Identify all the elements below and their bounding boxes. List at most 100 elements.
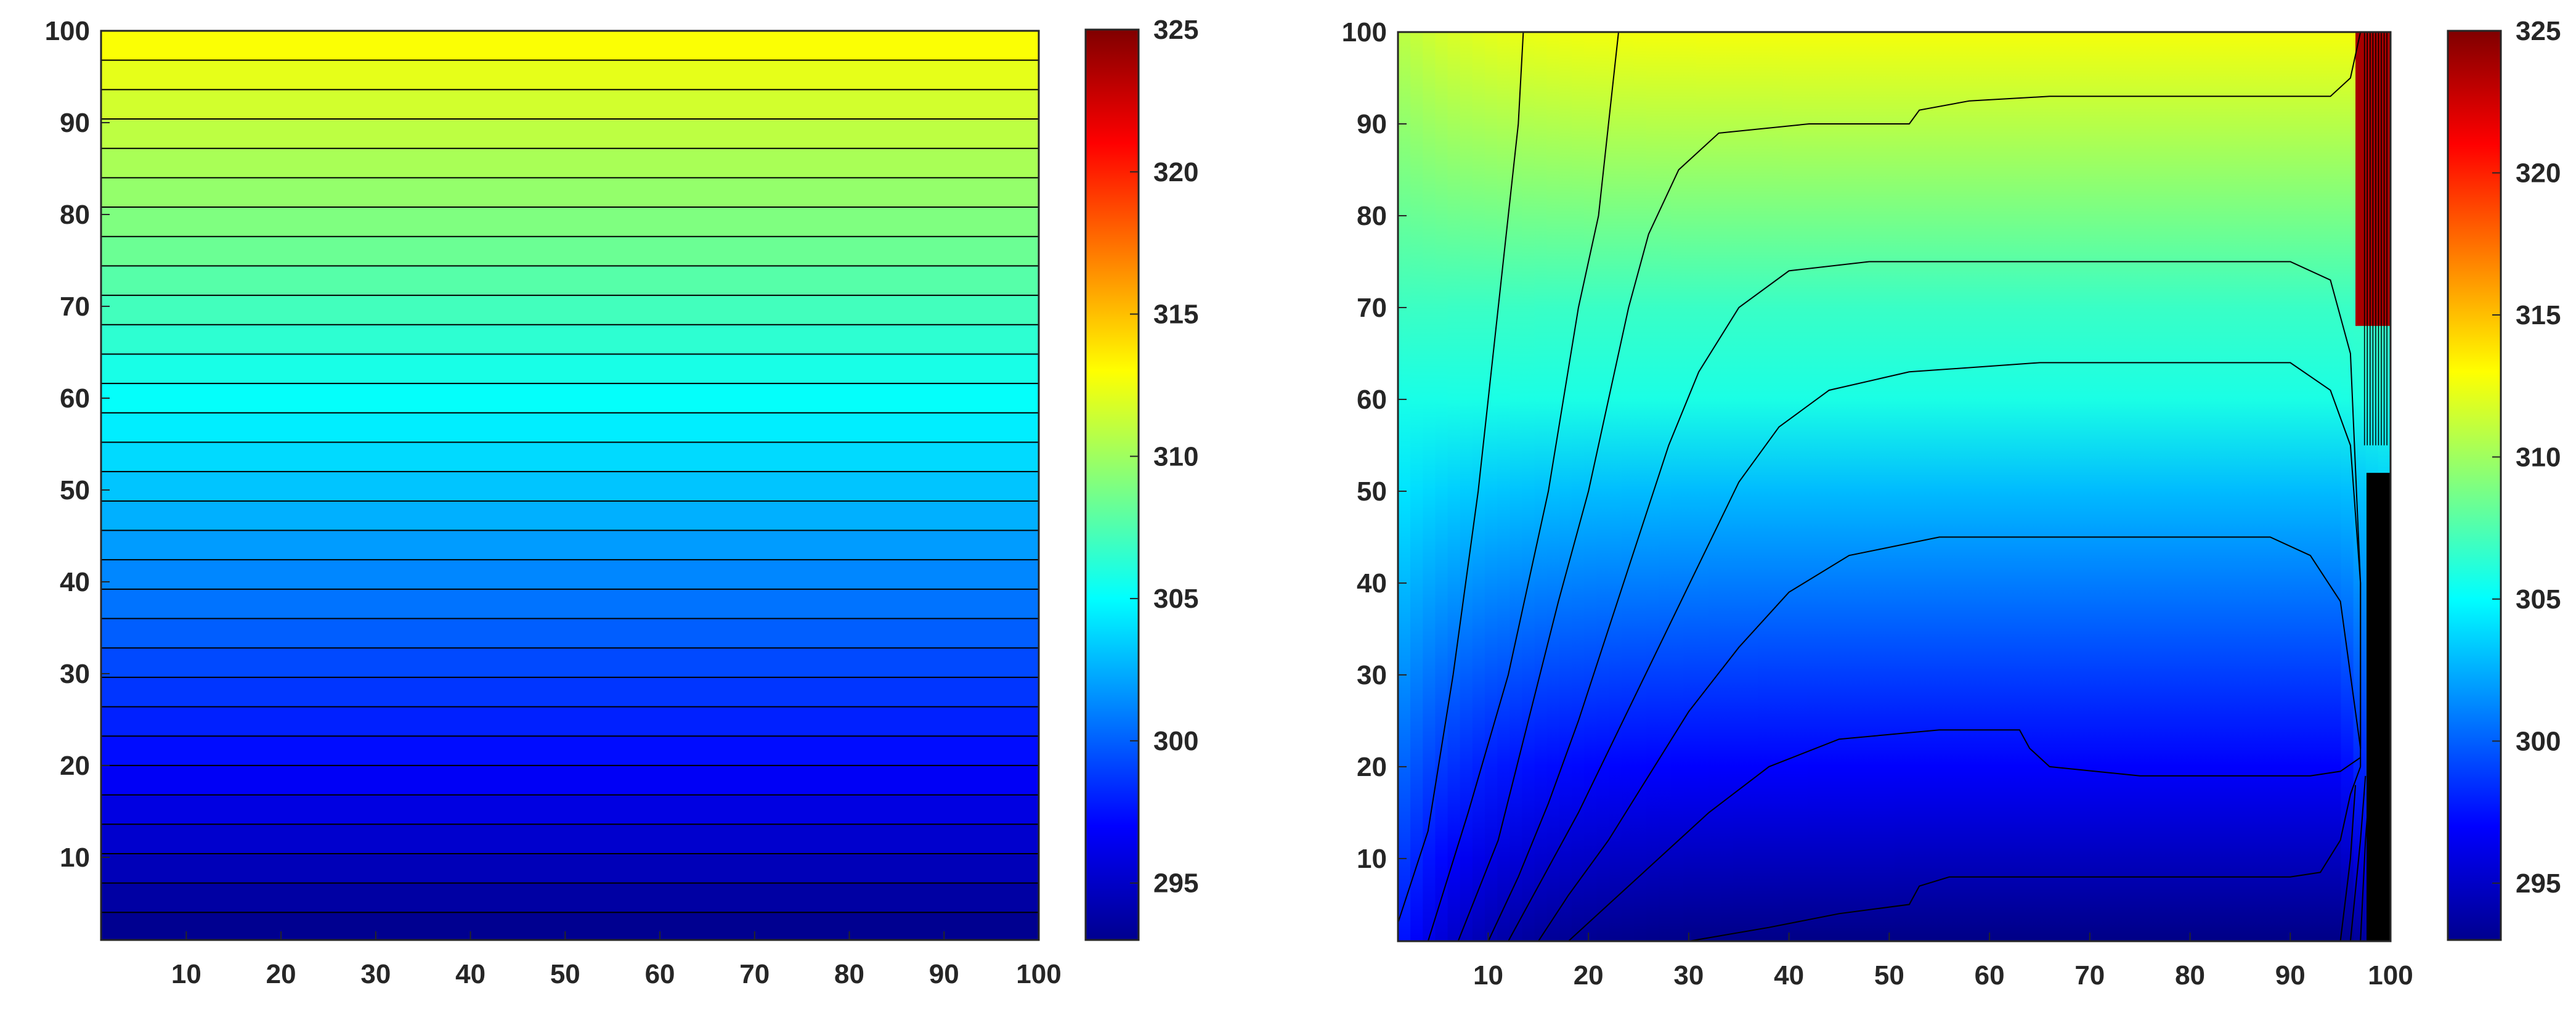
contour-band [101,324,1039,354]
y-tick-label: 70 [60,292,90,322]
field-strip [2192,32,2205,941]
colorbar-tick-label: 300 [1153,726,1198,756]
field-strip [1497,32,1511,941]
contour-band [101,824,1039,854]
contour-line [2349,775,2367,941]
contour-band [101,383,1039,414]
x-tick-label: 40 [455,959,486,989]
field-strip [1857,32,1871,941]
contour-band [101,560,1039,590]
field-strip [2316,32,2330,941]
field-strip [1770,32,1784,941]
contour-band [101,677,1039,708]
field-strip [1919,32,1932,941]
field-strip [1683,32,1697,941]
contour-line [1537,536,2362,941]
field-strip [2341,32,2354,941]
colorbar-tick-label: 295 [1153,868,1198,899]
contour-band [101,266,1039,296]
field-strip [2068,32,2081,941]
field-strip [1981,32,1994,941]
field-strip [1844,32,1858,941]
y-tick-label: 90 [1357,109,1387,139]
contour-band [101,412,1039,443]
contour-band [101,618,1039,648]
colorbar-tick-label: 305 [1153,584,1198,614]
right-x-axis: 10 20 30 40 50 60 70 80 90 100 [1473,933,2413,991]
left-y-axis: 10 20 30 40 50 60 70 80 90 100 [45,16,110,873]
y-tick-label: 40 [60,567,90,597]
field-strip [2018,32,2031,941]
field-strip [1584,32,1597,941]
left-plot-frame [100,30,1040,941]
field-strip [1944,32,1957,941]
field-strip [1484,32,1498,941]
field-strip [1969,32,1982,941]
contour-line [1487,261,2362,941]
field-strip [1609,32,1622,941]
field-strip [2142,32,2156,941]
field-strip [1621,32,1635,941]
contour-band [101,119,1039,149]
field-strip [2117,32,2131,941]
y-tick-label: 60 [1357,385,1387,415]
x-tick-label: 70 [739,959,770,989]
contour-band [101,736,1039,766]
field-strip [1522,32,1535,941]
colorbar-tick-label: 295 [2516,868,2561,899]
y-tick-label: 50 [1357,476,1387,507]
left-colorbar-ticks: 295 300 305 310 315 320 325 [1130,15,1198,899]
left-colorbar: 295 300 305 310 315 320 325 [1084,15,1198,941]
field-strip [2130,32,2143,941]
field-strip [1398,32,1411,941]
y-tick-label: 40 [1357,568,1387,598]
y-tick-label: 10 [60,843,90,873]
field-strip [1956,32,1970,941]
y-tick-label: 80 [1357,201,1387,231]
field-strip [1410,32,1424,941]
field-strip [1447,32,1461,941]
right-colorbar-ticks: 295 300 305 310 315 320 325 [2492,16,2561,899]
contour-band [101,530,1039,560]
x-tick-label: 10 [171,959,201,989]
contour-band [101,60,1039,90]
boundary-layer [2366,473,2391,941]
x-tick-label: 30 [360,959,391,989]
field-strip [1894,32,1908,941]
x-tick-label: 10 [1473,960,1503,991]
field-strip [1633,32,1647,941]
field-strip [1546,32,1560,941]
x-tick-label: 80 [2175,960,2205,991]
field-strip [2167,32,2180,941]
field-strip [1460,32,1473,941]
colorbar-tick-label: 320 [1153,157,1198,187]
x-tick-label: 20 [1574,960,1604,991]
contour-line [1427,32,1619,941]
field-strip [1832,32,1845,941]
field-strip [2179,32,2193,941]
y-tick-label: 50 [60,475,90,505]
x-tick-label: 90 [929,959,959,989]
left-contour-bands [101,31,1039,940]
y-tick-label: 30 [1357,660,1387,690]
x-tick-label: 20 [266,959,296,989]
field-strip [2080,32,2094,941]
x-tick-label: 50 [550,959,580,989]
field-strip [2217,32,2230,941]
field-strip [1819,32,1833,941]
field-strip [2241,32,2255,941]
field-strip [1596,32,1610,941]
field-strip [1646,32,1659,941]
contour-band [101,500,1039,531]
contour-band [101,178,1039,208]
field-strip [1571,32,1585,941]
x-tick-label: 70 [2074,960,2105,991]
y-tick-label: 100 [1342,17,1387,47]
field-strip [2031,32,2044,941]
y-tick-label: 20 [1357,752,1387,782]
colorbar-tick-label: 315 [1153,300,1198,330]
right-contour-lines [1398,32,2387,941]
field-strip [2254,32,2267,941]
colorbar-tick-label: 320 [2516,158,2561,188]
